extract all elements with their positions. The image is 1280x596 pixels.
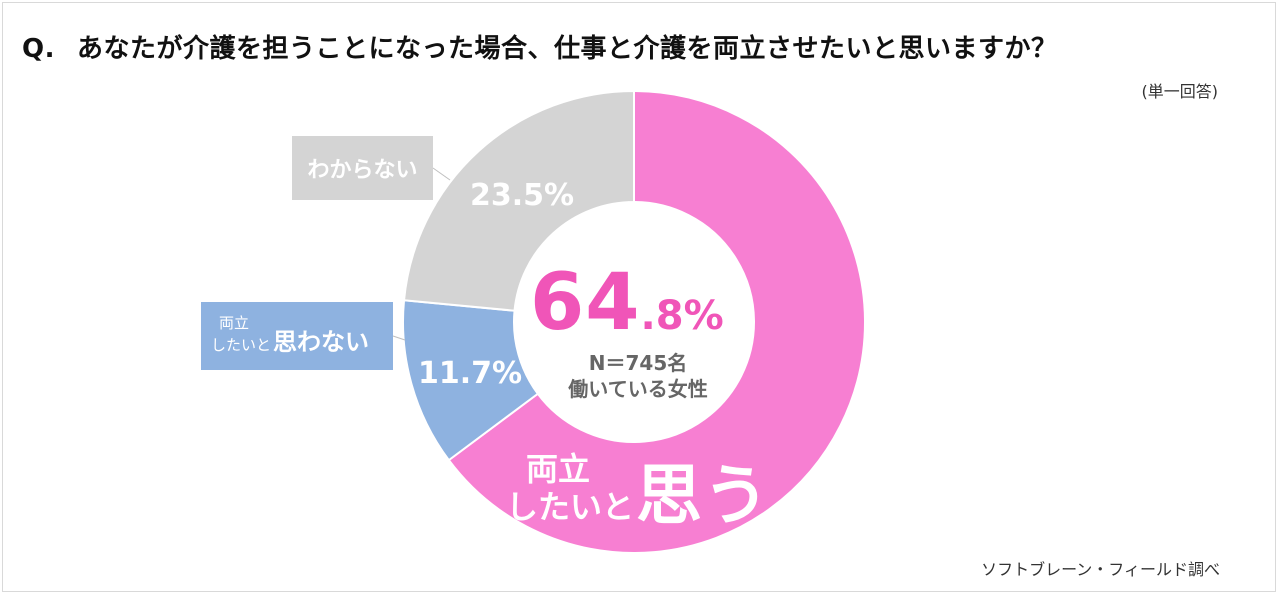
label-no-big: 思わない xyxy=(273,328,369,356)
source-credit: ソフトブレーン・フィールド調べ xyxy=(981,560,1220,579)
leader-line-unknown xyxy=(432,167,451,181)
label-no: 両立 したいと 思わない xyxy=(201,302,393,370)
leader-line-no xyxy=(392,335,406,341)
center-info: N＝745名 働いている女性 xyxy=(548,350,728,402)
question-title: Q. あなたが介護を担うことになった場合、仕事と介護を両立させたいと思いますか？ xyxy=(22,28,1058,65)
label-no-line2: したいと xyxy=(211,336,272,354)
label-yes-big: 思う xyxy=(636,457,770,534)
slice-pct-unknown: 23.5% xyxy=(470,178,575,213)
label-yes-line1: 両立 xyxy=(526,450,591,488)
center-pct-dec: .8% xyxy=(640,293,724,339)
question-mark: Q. xyxy=(22,34,55,64)
slice-yes xyxy=(447,89,866,554)
label-unknown: わからない xyxy=(292,136,433,200)
label-no-line1: 両立 xyxy=(219,314,250,332)
slice-pct-no: 11.7% xyxy=(418,356,523,391)
answer-type-note: (単一回答) xyxy=(1141,82,1219,101)
question-text: あなたが介護を担うことになった場合、仕事と介護を両立させたいと思いますか？ xyxy=(76,34,1058,64)
label-yes-line2: したいと xyxy=(506,488,635,526)
center-pct-int: 64 xyxy=(530,258,641,348)
respondent-group: 働いている女性 xyxy=(568,377,708,401)
center-percentage: 64.8% xyxy=(530,258,724,348)
slice-unknown xyxy=(402,89,635,312)
donut-slices xyxy=(402,89,866,554)
sample-size: N＝745名 xyxy=(588,351,688,375)
label-unknown-text: わからない xyxy=(307,158,418,183)
